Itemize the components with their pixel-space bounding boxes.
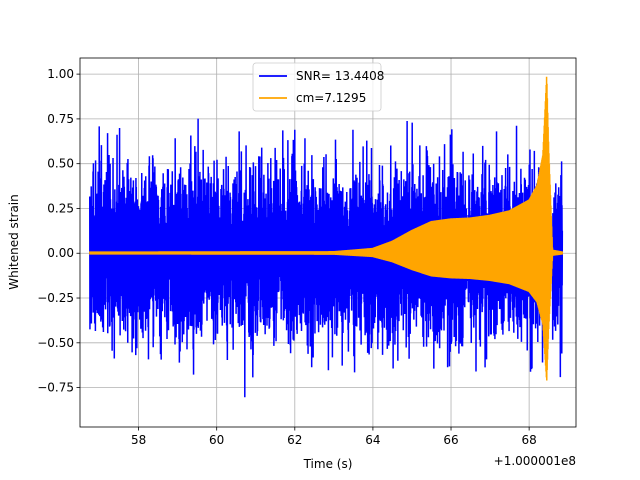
y-tick-label: 1.00: [47, 67, 74, 81]
x-tick-label: 68: [521, 433, 536, 447]
x-axis-offset-label: +1.000001e8: [494, 454, 576, 468]
x-tick-label: 66: [443, 433, 458, 447]
y-axis-label: Whitened strain: [7, 194, 21, 290]
y-tick-label: −0.50: [37, 336, 74, 350]
series-layer: [89, 76, 564, 398]
legend-box: [252, 62, 382, 112]
series-line-cm: [89, 76, 564, 381]
y-tick-label: 0.50: [47, 157, 74, 171]
legend-entry-cm: cm=7.1295: [296, 91, 366, 105]
x-tick-label: 62: [287, 433, 302, 447]
y-tick-label: 0.75: [47, 112, 74, 126]
x-axis-label: Time (s): [303, 457, 353, 471]
y-tick-label: 0.00: [47, 246, 74, 260]
y-tick-label: 0.25: [47, 201, 74, 215]
axis-ticks: 58 60 62 64 66 68 −0.75 −0.50 −0.25 0.00 0.25 0.50 0…: [37, 67, 537, 447]
x-tick-label: 64: [365, 433, 380, 447]
y-tick-label: −0.25: [37, 291, 74, 305]
plot-frame: [79, 57, 577, 428]
y-tick-label: −0.75: [37, 381, 74, 395]
x-tick-label: 58: [131, 433, 146, 447]
legend: SNR= 13.4408 cm=7.1295: [252, 62, 384, 112]
legend-entry-snr: SNR= 13.4408: [296, 69, 384, 83]
x-tick-label: 60: [209, 433, 224, 447]
